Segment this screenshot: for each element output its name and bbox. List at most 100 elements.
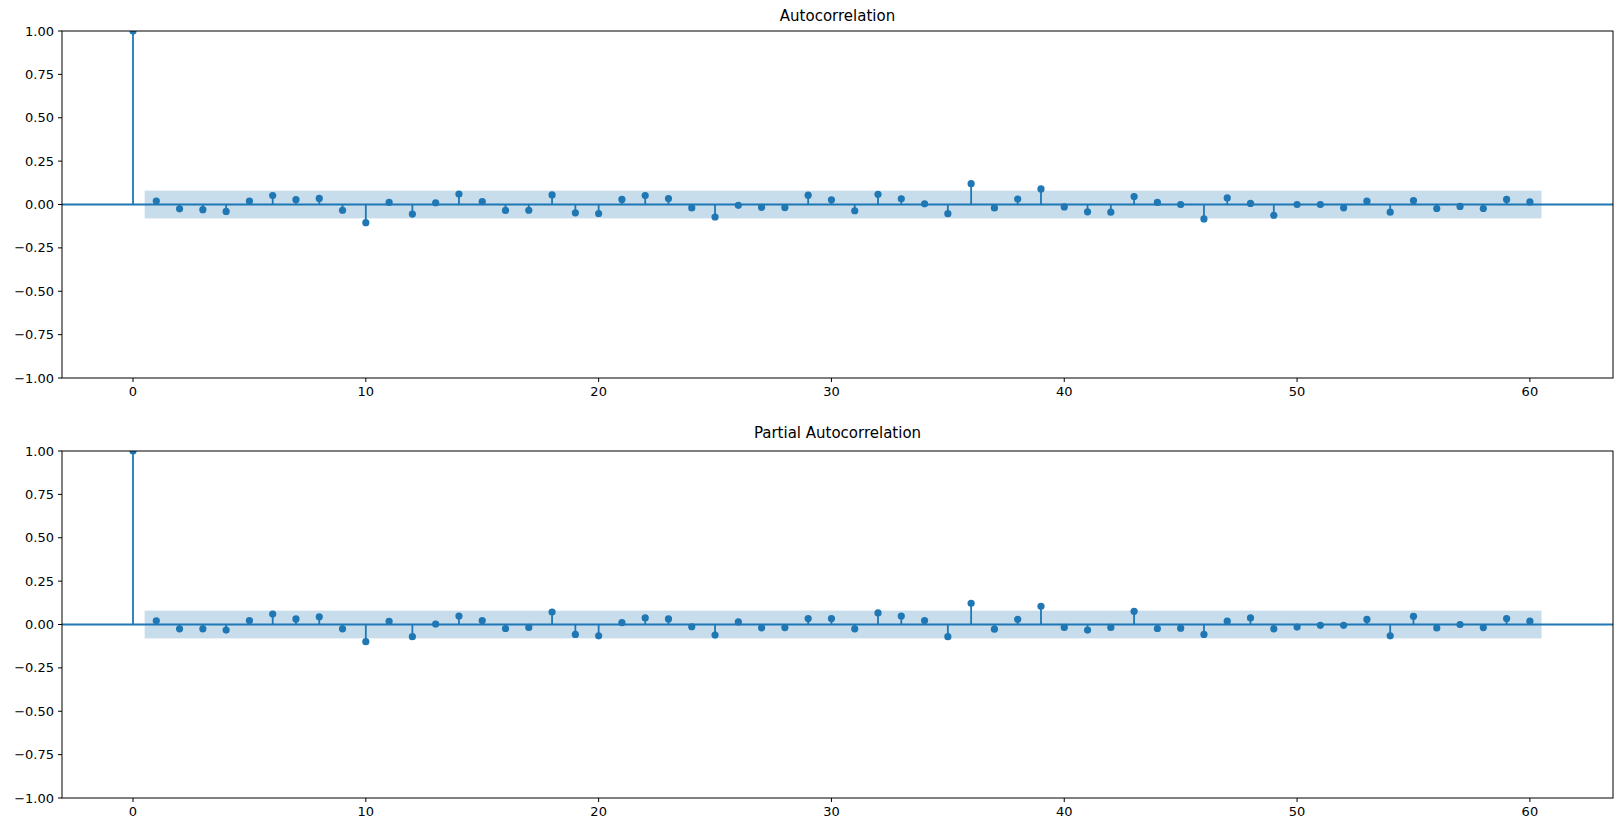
acf-pacf-figure: 01020304050601.000.750.500.250.00−0.25−0…: [0, 0, 1622, 834]
acf-stem-marker: [1456, 203, 1463, 210]
pacf-stem-marker: [874, 609, 881, 616]
pacf-x-tick-label: 50: [1289, 804, 1306, 819]
acf-stem-marker: [1200, 215, 1207, 222]
acf-y-tick-label: −0.50: [14, 284, 54, 299]
acf-stem-marker: [1410, 197, 1417, 204]
acf-stem-marker: [618, 196, 625, 203]
pacf-stem-marker: [921, 617, 928, 624]
pacf-stem-marker: [991, 626, 998, 633]
acf-stem-marker: [199, 206, 206, 213]
pacf-stem-marker: [1131, 608, 1138, 615]
acf-stem-marker: [688, 204, 695, 211]
pacf-stem-marker: [618, 619, 625, 626]
pacf-stem-marker: [1107, 624, 1114, 631]
pacf-stem-marker: [199, 625, 206, 632]
pacf-stem-marker: [1456, 621, 1463, 628]
pacf-y-tick-label: 0.00: [25, 617, 54, 632]
pacf-stem-marker: [758, 624, 765, 631]
pacf-stem-marker: [176, 625, 183, 632]
pacf-stem-marker: [455, 612, 462, 619]
pacf-stem-marker: [1177, 625, 1184, 632]
pacf-title: Partial Autocorrelation: [62, 424, 1613, 442]
acf-stem-marker: [502, 207, 509, 214]
acf-stem-marker: [269, 192, 276, 199]
acf-stem-marker: [735, 202, 742, 209]
plot-canvas: 01020304050601.000.750.500.250.00−0.25−0…: [0, 0, 1622, 834]
acf-stem-marker: [595, 210, 602, 217]
acf-y-tick-label: 0.50: [25, 110, 54, 125]
pacf-stem-marker: [1433, 624, 1440, 631]
acf-stem-marker: [758, 204, 765, 211]
acf-stem-marker: [1084, 208, 1091, 215]
acf-stem-marker: [1526, 198, 1533, 205]
acf-stem-marker: [781, 204, 788, 211]
pacf-stem-marker: [1387, 632, 1394, 639]
pacf-stem-marker: [665, 615, 672, 622]
pacf-stem-marker: [1340, 622, 1347, 629]
acf-stem-marker: [1293, 201, 1300, 208]
pacf-stem-marker: [269, 610, 276, 617]
pacf-stem-marker: [223, 626, 230, 633]
pacf-stem-marker: [805, 615, 812, 622]
acf-stem-marker: [874, 191, 881, 198]
acf-stem-marker: [525, 207, 532, 214]
pacf-y-tick-label: 0.75: [25, 487, 54, 502]
acf-x-tick-label: 0: [129, 384, 137, 399]
pacf-stem-marker: [1084, 626, 1091, 633]
pacf-stem-marker: [711, 631, 718, 638]
acf-x-tick-label: 10: [358, 384, 375, 399]
acf-stem-marker: [851, 207, 858, 214]
acf-stem-marker: [1433, 205, 1440, 212]
acf-y-tick-label: 0.75: [25, 67, 54, 82]
acf-stem-marker: [1480, 205, 1487, 212]
pacf-stem-marker: [339, 625, 346, 632]
acf-stem-marker: [828, 196, 835, 203]
pacf-stem-marker: [642, 614, 649, 621]
acf-stem-marker: [1224, 194, 1231, 201]
acf-y-tick-label: −0.75: [14, 327, 54, 342]
acf-stem-marker: [455, 190, 462, 197]
pacf-y-tick-label: 0.25: [25, 574, 54, 589]
acf-y-tick-label: 0.00: [25, 197, 54, 212]
acf-stem-marker: [1061, 203, 1068, 210]
acf-stem-marker: [572, 209, 579, 216]
pacf-stem-marker: [316, 613, 323, 620]
pacf-x-tick-label: 0: [129, 804, 137, 819]
pacf-stem-marker: [1037, 603, 1044, 610]
pacf-stem-marker: [1480, 624, 1487, 631]
acf-stem-marker: [711, 213, 718, 220]
pacf-stem-marker: [548, 608, 555, 615]
pacf-x-tick-label: 30: [823, 804, 840, 819]
acf-y-tick-label: −0.25: [14, 240, 54, 255]
pacf-stem-marker: [572, 631, 579, 638]
pacf-y-tick-label: −1.00: [14, 791, 54, 806]
pacf-y-tick-label: 0.50: [25, 530, 54, 545]
pacf-stem-marker: [1154, 625, 1161, 632]
acf-stem-marker: [921, 200, 928, 207]
acf-y-tick-label: 1.00: [25, 24, 54, 39]
pacf-stem-marker: [735, 618, 742, 625]
acf-stem-marker: [316, 195, 323, 202]
pacf-stem-marker: [1200, 631, 1207, 638]
acf-stem-marker: [1014, 196, 1021, 203]
acf-stem-marker: [292, 196, 299, 203]
pacf-x-tick-label: 40: [1056, 804, 1073, 819]
pacf-y-tick-label: −0.50: [14, 704, 54, 719]
pacf-stem-marker: [1014, 616, 1021, 623]
acf-y-tick-label: −1.00: [14, 371, 54, 386]
pacf-subplot: 01020304050601.000.750.500.250.00−0.25−0…: [14, 444, 1613, 819]
acf-subplot: 01020304050601.000.750.500.250.00−0.25−0…: [14, 24, 1613, 399]
acf-stem-marker: [1340, 204, 1347, 211]
acf-stem-marker: [1131, 193, 1138, 200]
pacf-stem-marker: [502, 625, 509, 632]
pacf-stem-marker: [386, 618, 393, 625]
acf-stem-marker: [642, 192, 649, 199]
pacf-stem-marker: [781, 624, 788, 631]
pacf-y-tick-label: −0.75: [14, 747, 54, 762]
pacf-y-tick-label: −0.25: [14, 660, 54, 675]
acf-stem-marker: [246, 197, 253, 204]
acf-stem-marker: [479, 198, 486, 205]
pacf-stem-marker: [479, 617, 486, 624]
pacf-y-tick-label: 1.00: [25, 444, 54, 459]
acf-stem-marker: [1387, 209, 1394, 216]
